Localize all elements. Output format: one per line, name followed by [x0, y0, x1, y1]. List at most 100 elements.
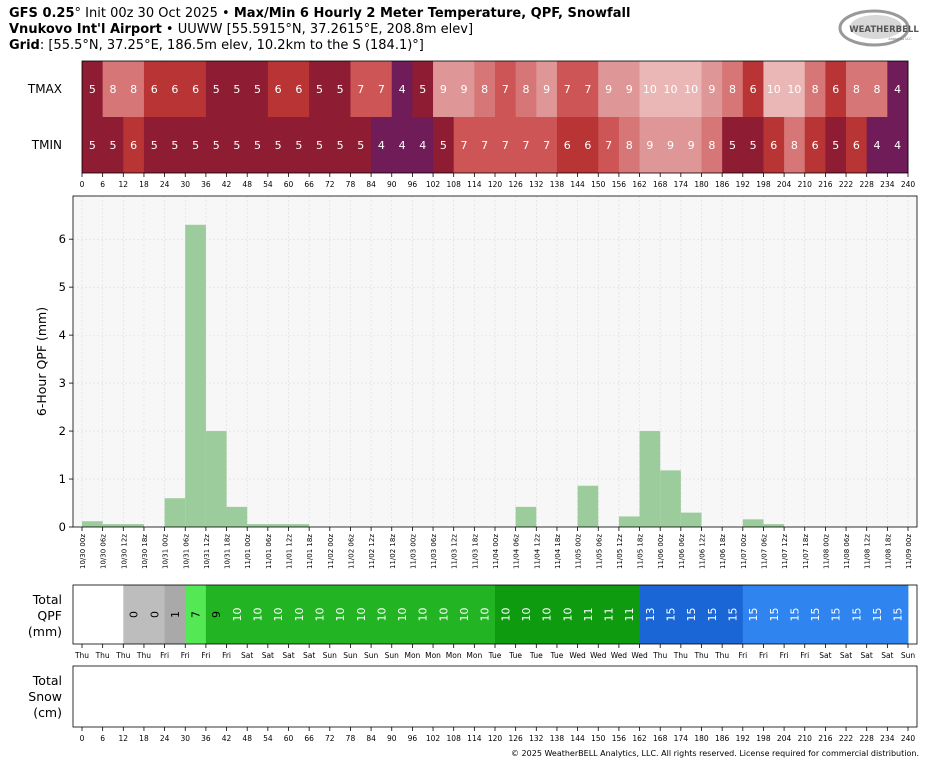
qpf-bar — [577, 485, 599, 527]
qpf-x-tick-label: 11/09 00z — [905, 534, 913, 569]
heatmap-cell — [887, 117, 909, 173]
heatmap-cell-label: 5 — [316, 139, 323, 152]
heatmap-cell-label: 7 — [461, 139, 468, 152]
total-qpf-cell — [618, 585, 640, 644]
total-qpf-cell — [474, 585, 496, 644]
heatmap-cell — [742, 117, 764, 173]
heatmap-cell — [474, 61, 496, 117]
heatmap-x-tick-label: 30 — [180, 180, 190, 189]
heatmap-cell — [474, 117, 496, 173]
heatmap-x-tick-label: 54 — [263, 180, 273, 189]
heatmap-cell-label: 6 — [584, 139, 591, 152]
heatmap-cell — [825, 61, 847, 117]
heatmap-cell — [866, 117, 888, 173]
heatmap-cell — [556, 61, 578, 117]
total-qpf-day-label: Wed — [611, 651, 628, 660]
total-qpf-day-label: Fri — [759, 651, 768, 660]
heatmap-cell — [846, 117, 868, 173]
heatmap-cell-label: 6 — [275, 83, 282, 96]
heatmap-cell-label: 8 — [853, 83, 860, 96]
heatmap-cell-label: 9 — [646, 139, 653, 152]
total-qpf-cell — [350, 585, 372, 644]
heatmap-cell-label: 5 — [192, 139, 199, 152]
qpf-x-tick-label: 11/04 06z — [513, 534, 521, 569]
qpf-x-tick-label: 11/05 00z — [575, 534, 583, 569]
total-qpf-day-label: Sun — [364, 651, 379, 660]
heatmap-cell-label: 10 — [787, 83, 801, 96]
qpf-y-tick-label: 4 — [59, 328, 66, 342]
qpf-x-tick-label: 11/03 06z — [430, 534, 438, 569]
heatmap-x-tick-label: 0 — [80, 180, 85, 189]
heatmap-cell-label: 7 — [564, 83, 571, 96]
heatmap-x-tick-label: 144 — [570, 180, 585, 189]
heatmap-x-tick-label: 204 — [777, 180, 792, 189]
heatmap-cell — [267, 117, 289, 173]
total-snow-x-tick-label: 156 — [612, 734, 627, 743]
total-qpf-day-label: Sat — [881, 651, 893, 660]
heatmap-cell-label: 7 — [481, 139, 488, 152]
heatmap-cell-label: 8 — [812, 83, 819, 96]
heatmap-cell-label: 9 — [543, 83, 550, 96]
total-qpf-day-label: Fri — [800, 651, 809, 660]
heatmap-x-tick-label: 210 — [798, 180, 813, 189]
qpf-x-tick-label: 11/07 12z — [781, 534, 789, 569]
heatmap-cell-label: 5 — [419, 83, 426, 96]
heatmap-x-tick-label: 6 — [100, 180, 105, 189]
total-snow-x-tick-label: 30 — [180, 734, 190, 743]
heatmap-cell — [846, 61, 868, 117]
heatmap-x-tick-label: 36 — [201, 180, 211, 189]
qpf-x-tick-label: 10/30 18z — [141, 534, 149, 569]
qpf-x-tick-label: 10/30 06z — [100, 534, 108, 569]
total-qpf-cell-label: 15 — [892, 608, 905, 622]
heatmap-cell — [763, 61, 785, 117]
total-qpf-cell — [804, 585, 826, 644]
heatmap-cell — [577, 117, 599, 173]
heatmap-cell — [453, 61, 475, 117]
heatmap-cell-label: 8 — [522, 83, 529, 96]
total-qpf-day-label: Sat — [282, 651, 294, 660]
heatmap-x-tick-label: 90 — [387, 180, 397, 189]
total-qpf-cell-label: 10 — [355, 608, 368, 622]
heatmap-row-label-tmin: TMIN — [31, 138, 62, 152]
heatmap-x-tick-label: 60 — [284, 180, 294, 189]
chart-header: GFS 0.25° Init 00z 30 Oct 2025 • Max/Min… — [9, 6, 630, 54]
total-qpf-cell — [639, 585, 661, 644]
heatmap-cell — [763, 117, 785, 173]
heatmap-cell-label: 9 — [440, 83, 447, 96]
total-qpf-day-label: Tue — [508, 651, 522, 660]
total-qpf-cell-label: 11 — [603, 608, 616, 622]
total-qpf-cell — [556, 585, 578, 644]
heatmap-cell-label: 6 — [750, 83, 757, 96]
heatmap-cell — [102, 61, 124, 117]
total-qpf-cell-label: 15 — [706, 608, 719, 622]
total-snow-label-line: (cm) — [33, 705, 62, 720]
qpf-x-tick-label: 11/02 06z — [347, 534, 355, 569]
qpf-bar — [123, 524, 144, 527]
total-snow-x-tick-label: 234 — [880, 734, 895, 743]
heatmap-cell — [123, 117, 145, 173]
total-qpf-cell — [102, 585, 124, 644]
heatmap-cell-label: 5 — [275, 139, 282, 152]
total-qpf-cell-label: 13 — [644, 608, 657, 622]
total-snow-x-tick-label: 216 — [818, 734, 833, 743]
weatherbell-logo: WEATHERBELL Analytics LLC — [838, 9, 919, 47]
total-qpf-cell-label: 15 — [665, 608, 678, 622]
heatmap-x-tick-label: 150 — [591, 180, 606, 189]
heatmap-cell — [784, 61, 806, 117]
heatmap-cell — [639, 117, 661, 173]
qpf-x-tick-label: 11/01 06z — [265, 534, 273, 569]
qpf-x-tick-label: 11/07 06z — [760, 534, 768, 569]
heatmap-cell — [350, 117, 372, 173]
qpf-y-tick-label: 3 — [59, 376, 66, 390]
heatmap-x-tick-label: 174 — [674, 180, 689, 189]
total-qpf-day-label: Fri — [201, 651, 210, 660]
heatmap-cell-label: 10 — [767, 83, 781, 96]
qpf-x-tick-label: 11/01 18z — [306, 534, 314, 569]
heatmap-x-tick-label: 48 — [242, 180, 252, 189]
grid-label: Grid — [9, 38, 40, 53]
heatmap-cell — [185, 61, 207, 117]
heatmap-x-tick-label: 102 — [426, 180, 441, 189]
total-qpf-cell — [412, 585, 434, 644]
heatmap-cell-label: 6 — [564, 139, 571, 152]
heatmap-cell — [660, 117, 682, 173]
